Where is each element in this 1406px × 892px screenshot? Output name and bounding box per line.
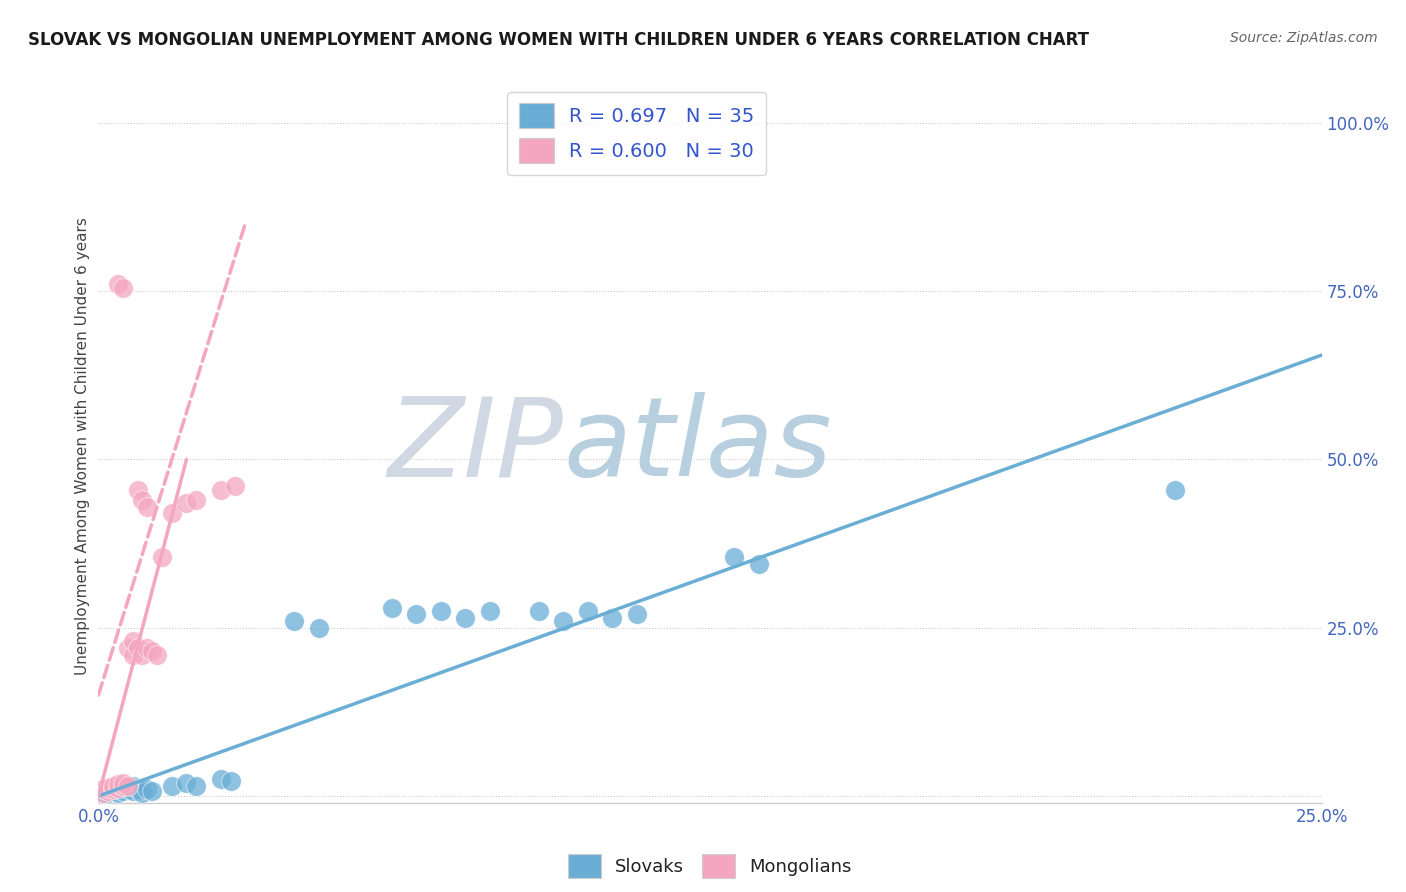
Point [136, 500, 159, 514]
Point [121, 648, 143, 662]
Point [117, 640, 139, 655]
Point [626, 607, 648, 622]
Point [454, 610, 477, 624]
Point [111, 281, 134, 295]
Point [111, 779, 134, 793]
Point [141, 783, 163, 797]
Point [91, 786, 114, 800]
Point [160, 506, 183, 520]
Point [107, 782, 129, 797]
Point [219, 774, 242, 789]
Point [527, 604, 550, 618]
Point [101, 783, 124, 797]
Point [101, 779, 124, 793]
Point [131, 786, 153, 800]
Point [136, 782, 159, 797]
Point [186, 492, 208, 507]
Point [131, 492, 153, 507]
Point [150, 550, 173, 565]
Point [91, 782, 114, 797]
Point [553, 614, 575, 628]
Text: Source: ZipAtlas.com: Source: ZipAtlas.com [1230, 31, 1378, 45]
Point [121, 783, 143, 797]
Point [478, 604, 501, 618]
Point [176, 775, 198, 789]
Point [748, 557, 770, 571]
Point [127, 782, 149, 797]
Point [160, 779, 183, 793]
Text: SLOVAK VS MONGOLIAN UNEMPLOYMENT AMONG WOMEN WITH CHILDREN UNDER 6 YEARS CORRELA: SLOVAK VS MONGOLIAN UNEMPLOYMENT AMONG W… [28, 31, 1090, 49]
Point [127, 640, 149, 655]
Point [101, 782, 124, 797]
Text: atlas: atlas [564, 392, 832, 500]
Point [430, 604, 453, 618]
Point [91, 786, 114, 800]
Point [1164, 483, 1187, 497]
Point [576, 604, 599, 618]
Point [723, 550, 745, 565]
Point [186, 779, 208, 793]
Point [117, 782, 139, 797]
Point [121, 634, 143, 648]
Point [209, 483, 232, 497]
Text: ZIP: ZIP [388, 392, 564, 500]
Point [111, 779, 134, 793]
Point [97, 786, 120, 800]
Point [136, 640, 159, 655]
Point [224, 479, 246, 493]
Point [97, 782, 120, 797]
Y-axis label: Unemployment Among Women with Children Under 6 years: Unemployment Among Women with Children U… [75, 217, 90, 675]
Point [117, 779, 139, 793]
Point [176, 496, 198, 510]
Point [107, 777, 129, 791]
Point [107, 786, 129, 800]
Point [111, 775, 134, 789]
Point [127, 483, 149, 497]
Point [97, 780, 120, 795]
Point [283, 614, 305, 628]
Point [600, 610, 623, 624]
Point [209, 772, 232, 787]
Point [131, 648, 153, 662]
Point [121, 779, 143, 793]
Point [107, 780, 129, 795]
Point [308, 621, 330, 635]
Point [111, 783, 134, 797]
Legend: Slovaks, Mongolians: Slovaks, Mongolians [560, 846, 860, 887]
Point [97, 783, 120, 797]
Point [381, 600, 404, 615]
Point [146, 648, 169, 662]
Point [405, 607, 427, 622]
Point [107, 277, 129, 292]
Point [141, 644, 163, 658]
